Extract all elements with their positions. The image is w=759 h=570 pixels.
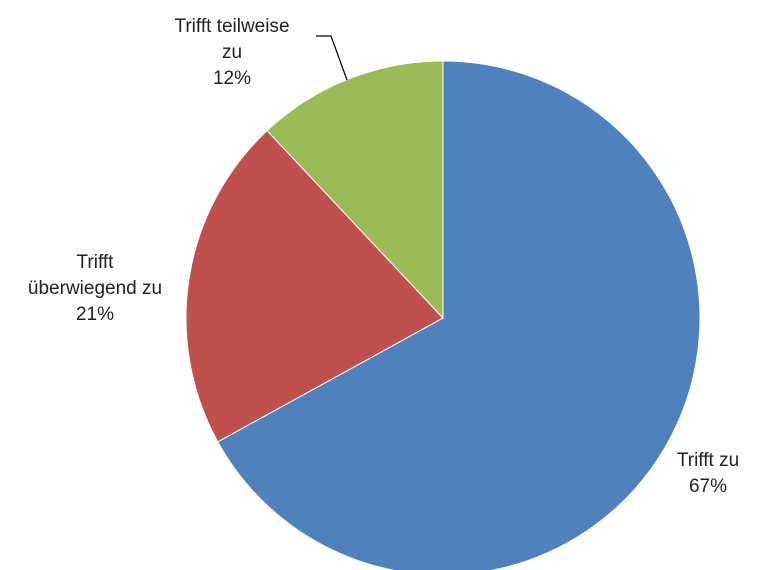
slice-label-line-1-1: Trifft zu (677, 450, 739, 471)
slice-label-2: Trifft überwiegend zu 21% (28, 252, 162, 325)
slice-label-line-2-1: Trifft (77, 252, 115, 273)
slice-percent-1: 67% (689, 476, 727, 497)
slice-label-3: Trifft teilweise zu 12% (174, 16, 289, 89)
slice-label-line-3-1: Trifft teilweise (174, 16, 289, 37)
slice-label-line-2-2: überwiegend zu (28, 278, 162, 299)
slice-label-1: Trifft zu 67% (677, 450, 739, 497)
leader-line-3 (316, 36, 347, 80)
slice-label-line-3-2: zu (222, 42, 242, 63)
slice-percent-3: 12% (213, 68, 251, 89)
slice-percent-2: 21% (76, 304, 114, 325)
